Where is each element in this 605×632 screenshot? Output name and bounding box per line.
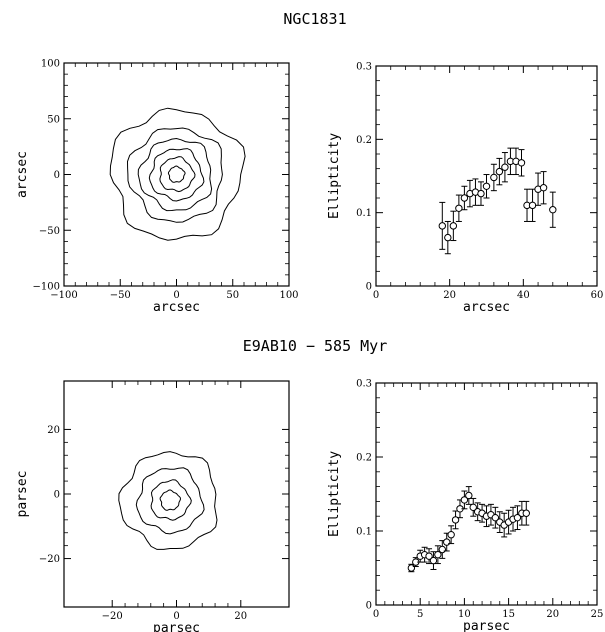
x-tick-label: −100: [50, 290, 77, 301]
y-tick-label: 0: [54, 490, 60, 501]
y-tick-label: 100: [41, 59, 60, 70]
data-point: [449, 222, 458, 230]
y-tick-label: 0: [54, 170, 60, 181]
x-tick-label: 0: [373, 609, 379, 620]
x-axis-label: arcsec: [463, 300, 510, 315]
y-tick-label: 0.1: [356, 208, 372, 219]
data-point: [495, 167, 504, 176]
y-axis-label: arcsec: [15, 151, 30, 198]
x-tick-label: 0: [173, 611, 179, 622]
y-tick-label: 0.1: [356, 527, 372, 538]
y-tick-label: 0: [366, 282, 372, 293]
contour-level: [126, 127, 223, 223]
data-point: [549, 206, 557, 214]
data-point: [451, 516, 460, 524]
data-point: [491, 513, 500, 522]
data-point: [465, 491, 473, 500]
data-point: [444, 233, 452, 242]
x-axis-label: parsec: [463, 619, 510, 632]
data-point: [528, 201, 537, 210]
data-point: [460, 496, 469, 504]
x-tick-label: 20: [234, 611, 247, 622]
panel-4: 0 5 10 15 20 25 0 0.1 0.2 0.3 parsec Ellipticity: [327, 379, 603, 632]
x-tick-label: 5: [417, 609, 423, 620]
y-tick-label: −100: [33, 282, 60, 293]
x-tick-label: 25: [591, 609, 604, 620]
data-point: [455, 204, 463, 212]
data-point: [438, 545, 446, 554]
contour-level: [159, 489, 182, 511]
contour-level: [137, 137, 213, 212]
data-point: [429, 556, 438, 565]
contour-level: [148, 148, 205, 202]
y-tick-label: 0.2: [356, 453, 372, 464]
top-title: NGC1831: [283, 10, 346, 28]
y-tick-label: 0: [366, 601, 372, 612]
y-tick-label: 50: [47, 114, 60, 125]
data-point: [425, 552, 433, 560]
y-axis-label: parsec: [15, 471, 30, 518]
data-point: [469, 503, 477, 512]
x-tick-label: −20: [102, 611, 123, 622]
panel-2: 0 20 40 60 0 0.1 0.2 0.3 arcsec Ellipticity: [327, 62, 603, 316]
data-point: [501, 163, 509, 171]
data-point: [513, 513, 522, 522]
plot-frame: [375, 65, 598, 287]
contour-level: [167, 165, 186, 183]
data-point: [438, 222, 446, 230]
bottom-title: E9AB10 − 585 Myr: [243, 337, 388, 355]
data-point: [539, 184, 548, 192]
y-tick-label: 0.2: [356, 135, 372, 146]
contour-level: [109, 107, 246, 241]
contour-level: [118, 451, 218, 550]
x-tick-label: 60: [591, 290, 604, 301]
data-point: [517, 159, 526, 167]
y-axis-label: Ellipticity: [327, 451, 342, 537]
data-point: [447, 531, 455, 539]
y-tick-label: 20: [47, 425, 60, 436]
data-point: [490, 173, 498, 182]
y-axis-label: Ellipticity: [327, 133, 342, 219]
y-tick-label: −20: [39, 554, 60, 565]
y-tick-label: 0.3: [356, 379, 372, 390]
data-point: [477, 189, 485, 198]
y-tick-label: −50: [39, 226, 60, 237]
x-tick-label: 20: [546, 609, 559, 620]
x-axis-label: parsec: [153, 621, 200, 632]
x-tick-label: 0: [373, 290, 379, 301]
panel-1: −100 −50 0 50 100 −100 −50 0 50 100 arcsec arcsec: [15, 59, 299, 316]
x-tick-label: 50: [226, 290, 239, 301]
plot-frame: [63, 62, 290, 287]
contour-level: [150, 479, 192, 521]
x-tick-label: 10: [458, 609, 471, 620]
data-point: [460, 194, 469, 202]
y-tick-label: 0.3: [356, 62, 372, 73]
x-tick-label: −50: [110, 290, 131, 301]
panel-3: −20 0 20 −20 0 20 parsec parsec: [15, 380, 290, 632]
plot-frame: [375, 382, 598, 606]
x-tick-label: 0: [173, 290, 179, 301]
x-axis-label: arcsec: [153, 300, 200, 315]
x-tick-label: 20: [443, 290, 456, 301]
data-point: [443, 538, 451, 546]
data-point: [407, 564, 416, 572]
data-point: [434, 550, 442, 559]
x-tick-label: 100: [279, 290, 298, 301]
x-tick-label: 40: [517, 290, 530, 301]
data-point: [482, 182, 491, 190]
x-tick-label: 15: [502, 609, 515, 620]
contour-level: [135, 467, 205, 535]
contour-level: [159, 156, 196, 193]
data-point: [522, 509, 530, 517]
